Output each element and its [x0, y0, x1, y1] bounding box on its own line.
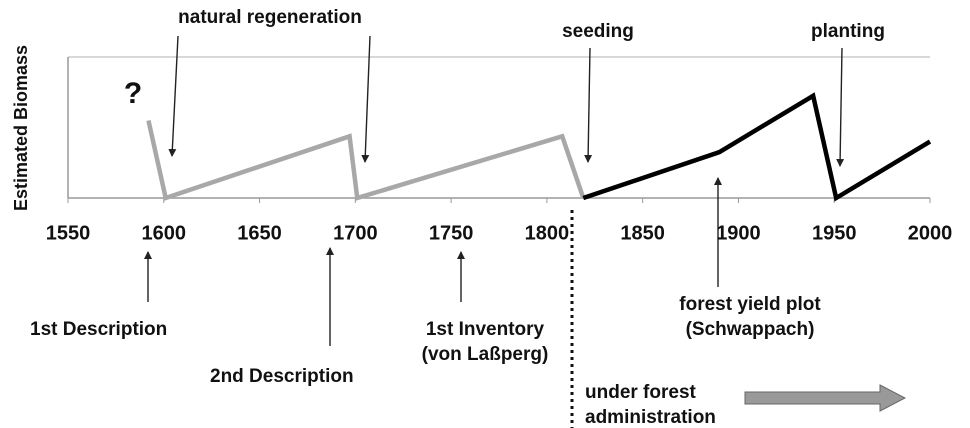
x-tick-label: 1550 — [46, 222, 91, 244]
x-tick-label: 2000 — [908, 222, 953, 244]
annotation-arrow — [584, 47, 593, 163]
annotation: seeding — [562, 21, 634, 42]
annotation: (von Laßperg) — [422, 344, 549, 365]
x-tick-label: 1750 — [429, 222, 474, 244]
x-tick-label: 1700 — [333, 222, 378, 244]
annotation: administration — [585, 407, 716, 428]
data-line — [146, 119, 586, 201]
y-axis-label: Estimated Biomass — [11, 45, 31, 211]
annotation: 2nd Description — [210, 366, 354, 387]
x-tick-label: 1800 — [525, 222, 570, 244]
x-tick-label: 1900 — [716, 222, 761, 244]
annotation: 1st Inventory — [426, 319, 545, 340]
annotation: ? — [124, 77, 142, 110]
annotation-arrow — [168, 35, 179, 157]
annotation: natural regeneration — [178, 7, 362, 28]
annotation: 1st Description — [30, 319, 167, 340]
x-tick-label: 1600 — [142, 222, 187, 244]
annotation: (Schwappach) — [686, 319, 815, 340]
time-arrow — [744, 384, 907, 412]
x-tick-label: 1850 — [620, 222, 665, 244]
annotation: forest yield plot — [679, 294, 821, 315]
data-line — [582, 92, 932, 202]
annotation-arrow — [836, 47, 845, 167]
x-tick-label: 1650 — [237, 222, 282, 244]
annotation: under forest — [585, 382, 697, 403]
annotation: planting — [811, 21, 885, 42]
x-tick-label: 1950 — [812, 222, 857, 244]
annotation-arrow — [361, 35, 371, 163]
